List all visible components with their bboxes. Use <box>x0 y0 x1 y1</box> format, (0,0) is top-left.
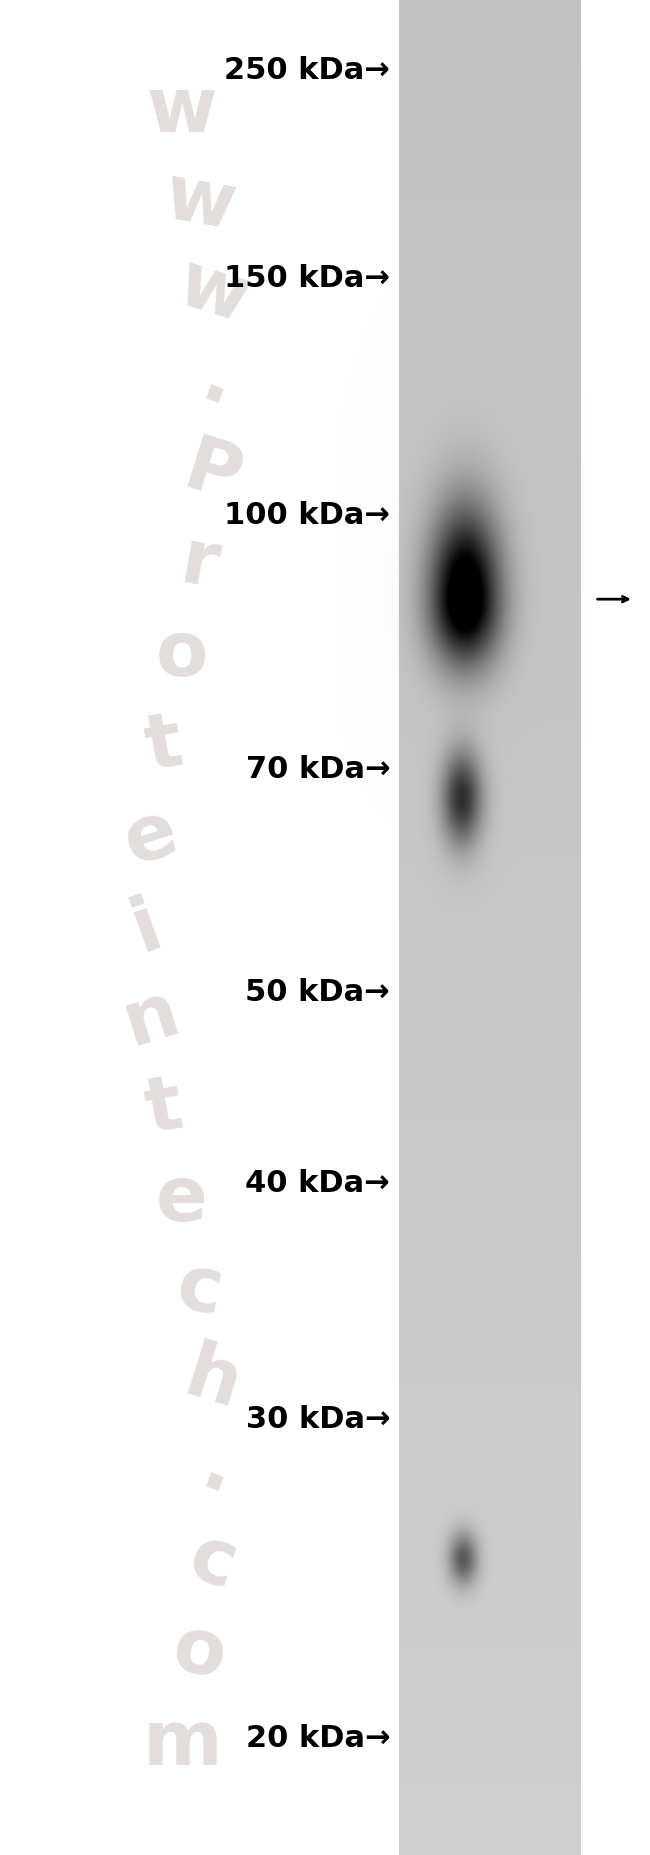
Text: t: t <box>140 1068 188 1148</box>
Text: t: t <box>140 707 188 787</box>
Text: w: w <box>159 160 241 245</box>
Text: r: r <box>175 525 225 605</box>
Text: 250 kDa→: 250 kDa→ <box>224 56 390 85</box>
Text: 150 kDa→: 150 kDa→ <box>224 263 390 293</box>
Text: P: P <box>176 430 251 518</box>
Text: o: o <box>168 1612 232 1694</box>
Text: 70 kDa→: 70 kDa→ <box>246 755 390 785</box>
Text: .: . <box>192 1432 244 1512</box>
Text: 20 kDa→: 20 kDa→ <box>246 1723 390 1753</box>
Text: 40 kDa→: 40 kDa→ <box>246 1169 390 1198</box>
Text: .: . <box>192 343 244 423</box>
Text: 30 kDa→: 30 kDa→ <box>246 1404 390 1434</box>
Text: 50 kDa→: 50 kDa→ <box>246 978 390 1007</box>
Text: n: n <box>114 974 188 1061</box>
Text: 100 kDa→: 100 kDa→ <box>224 501 390 531</box>
Text: i: i <box>122 889 171 966</box>
Text: c: c <box>180 1521 246 1605</box>
Text: w: w <box>147 74 217 148</box>
Text: w: w <box>168 247 257 338</box>
Text: o: o <box>156 618 208 692</box>
Text: h: h <box>176 1337 250 1425</box>
Text: c: c <box>171 1250 229 1330</box>
Text: e: e <box>156 1163 208 1237</box>
Text: m: m <box>142 1707 222 1781</box>
Text: e: e <box>115 794 187 879</box>
